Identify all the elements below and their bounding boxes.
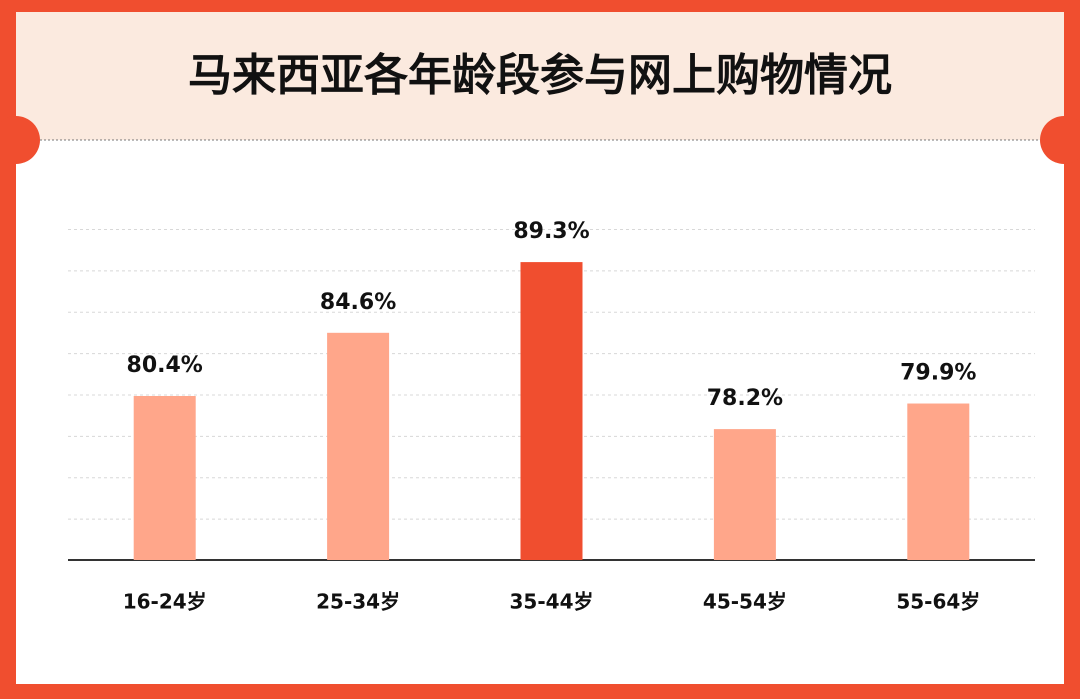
bar xyxy=(520,262,583,560)
grid xyxy=(68,229,1035,520)
bar xyxy=(907,403,970,560)
bar xyxy=(713,429,776,560)
x-tick-label: 16-24岁 xyxy=(123,590,207,614)
header-band xyxy=(16,12,1064,140)
x-tick-label: 25-34岁 xyxy=(316,590,400,614)
value-label: 84.6% xyxy=(320,290,396,315)
value-label: 78.2% xyxy=(707,386,783,411)
value-label: 79.9% xyxy=(900,361,976,386)
bar xyxy=(133,396,196,560)
x-tick-label: 55-64岁 xyxy=(896,590,980,614)
notch xyxy=(1040,116,1080,164)
bar xyxy=(327,332,390,560)
x-tick-label: 45-54岁 xyxy=(703,590,787,614)
x-tick-label: 35-44岁 xyxy=(510,590,594,614)
notch xyxy=(0,116,40,164)
value-label: 80.4% xyxy=(127,353,203,378)
chart-title: 马来西亚各年龄段参与网上购物情况 xyxy=(188,50,892,101)
value-label: 89.3% xyxy=(513,219,589,244)
